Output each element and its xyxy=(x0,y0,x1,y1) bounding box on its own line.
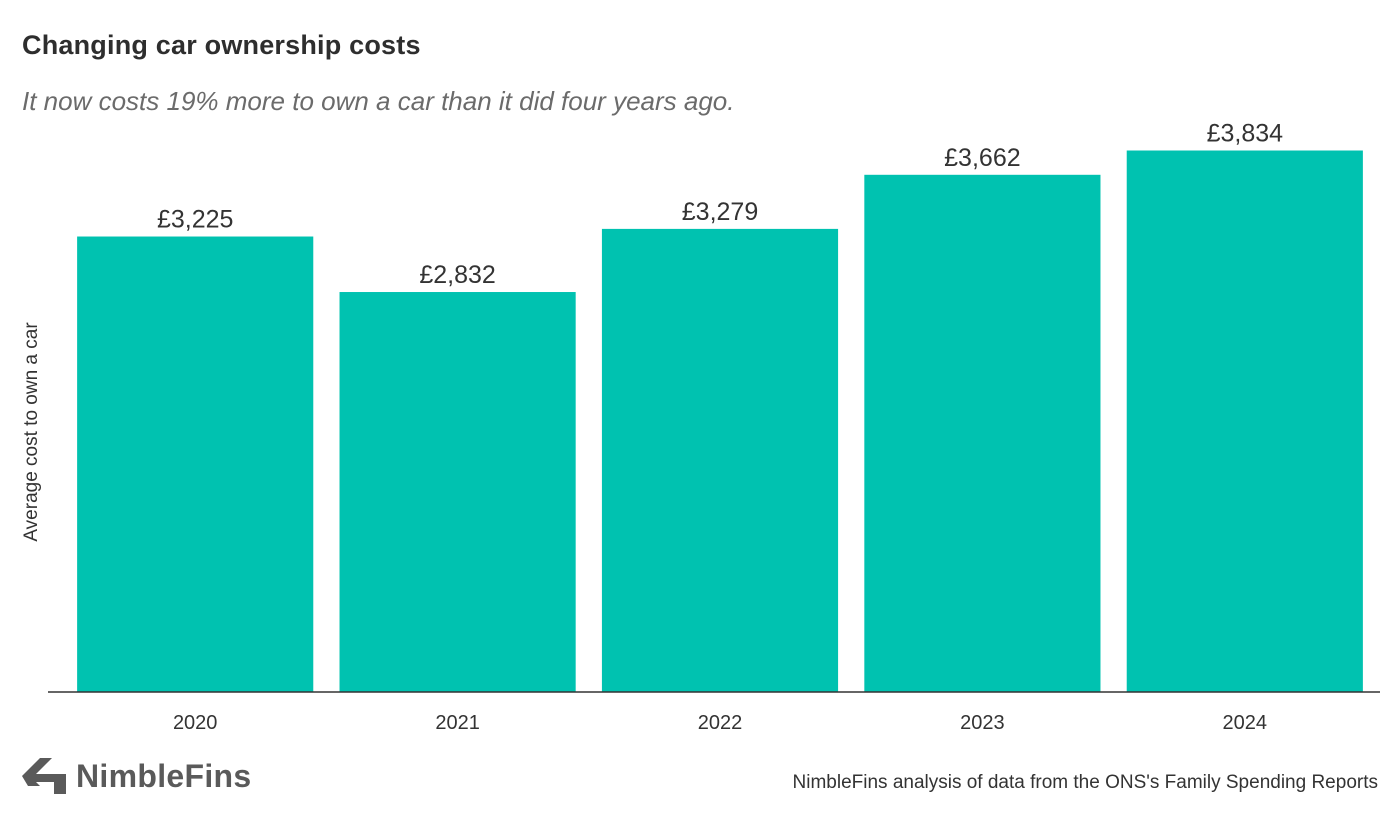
x-tick-label-2024: 2024 xyxy=(1223,712,1268,734)
bar-value-label-2022: £3,279 xyxy=(682,198,758,226)
nimblefins-logo: NimbleFins xyxy=(20,752,251,800)
y-axis-title: Average cost to own a car xyxy=(21,322,42,542)
logo-text: NimbleFins xyxy=(76,757,252,794)
x-tick-label-2020: 2020 xyxy=(173,712,218,734)
x-tick-label-2023: 2023 xyxy=(960,712,1005,734)
bar-value-label-2021: £2,832 xyxy=(419,261,495,289)
chart-subtitle: It now costs 19% more to own a car than … xyxy=(22,86,735,116)
bar-chart: £3,225£2,832£3,279£3,662£3,834 2020 2021 2… xyxy=(21,120,1380,734)
source-note: NimbleFins analysis of data from the ONS… xyxy=(792,772,1378,793)
bar-2023 xyxy=(864,174,1101,692)
x-tick-label-2021: 2021 xyxy=(435,712,480,734)
bar-value-label-2024: £3,834 xyxy=(1207,120,1284,148)
chevron-left-icon xyxy=(20,756,68,796)
bar-2020 xyxy=(77,236,314,692)
bar-2021 xyxy=(339,292,576,692)
x-tick-labels-group: 2020 2021 2022 2023 2024 xyxy=(173,712,1267,734)
bars-group xyxy=(77,150,1363,693)
bar-value-label-2023: £3,662 xyxy=(944,144,1020,172)
bar-2024 xyxy=(1126,150,1363,693)
chart-title: Changing car ownership costs xyxy=(22,30,421,60)
x-tick-label-2022: 2022 xyxy=(698,712,743,734)
bar-labels-group: £3,225 £2,832 £3,279 £3,662 £3,834 xyxy=(157,120,1283,290)
bar-value-label-2020: £3,225 xyxy=(157,206,233,234)
bar-2022 xyxy=(601,228,839,692)
